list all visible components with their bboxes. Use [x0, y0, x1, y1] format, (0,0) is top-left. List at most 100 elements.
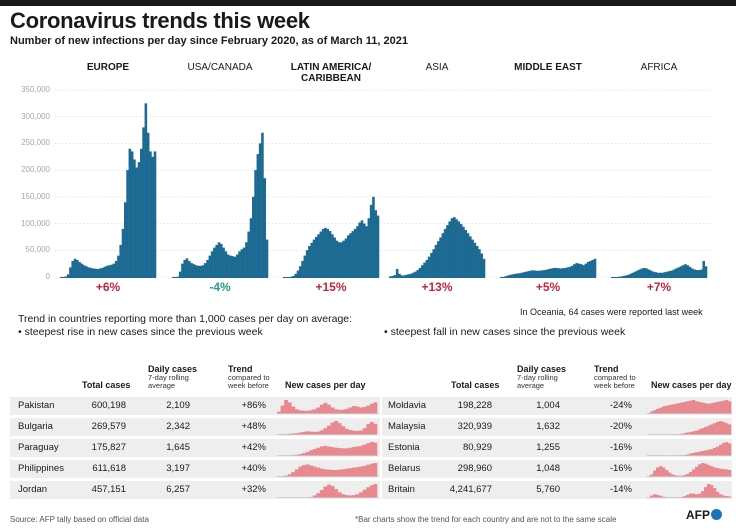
bar — [224, 251, 228, 277]
bar — [582, 265, 585, 277]
spark-bar — [323, 428, 328, 435]
bar — [376, 215, 380, 277]
bar — [124, 202, 127, 277]
bar — [427, 256, 431, 277]
spark-bar — [319, 468, 324, 477]
bar — [480, 253, 484, 277]
spark-bar — [316, 407, 321, 414]
bar — [525, 271, 528, 277]
bar — [636, 270, 639, 277]
spark-bar — [701, 402, 705, 414]
bar — [335, 240, 339, 277]
trend-value: +86% — [241, 400, 266, 411]
spark-bar — [686, 432, 690, 435]
spark-bar — [707, 403, 711, 414]
bar — [185, 258, 189, 277]
bar — [395, 268, 399, 277]
total-cases: 611,618 — [92, 463, 126, 474]
bar — [303, 255, 307, 277]
total-cases: 198,228 — [457, 400, 492, 411]
total-cases: 457,151 — [91, 484, 126, 495]
bar — [326, 228, 330, 277]
spark-bar — [294, 433, 299, 435]
total-cases: 269,579 — [91, 421, 126, 432]
spark-bar — [359, 407, 364, 414]
sparkline — [647, 463, 732, 477]
spark-bar — [665, 405, 669, 414]
daily-cases: 1,004 — [536, 400, 560, 411]
spark-bar — [668, 405, 672, 414]
spark-bar — [692, 493, 696, 498]
bar — [656, 272, 660, 277]
bar — [96, 268, 100, 277]
bar — [686, 265, 690, 277]
bar — [310, 242, 314, 277]
bar — [695, 270, 699, 277]
spark-bar — [373, 402, 378, 414]
bar — [153, 151, 157, 277]
bar — [315, 236, 318, 277]
bar — [573, 264, 576, 277]
spark-bar — [722, 421, 726, 435]
bar — [226, 254, 230, 277]
bar — [665, 271, 669, 277]
sparkline — [647, 400, 732, 414]
spark-bar — [348, 430, 353, 435]
rise-header-daily: Daily cases — [148, 364, 198, 374]
panel-title: AFRICA — [640, 62, 678, 73]
sparkline — [647, 421, 732, 435]
bar — [238, 251, 241, 277]
bar — [566, 267, 569, 277]
bar — [92, 268, 95, 277]
bar — [258, 143, 262, 277]
spark-bar — [373, 463, 378, 477]
spark-bar — [707, 484, 711, 498]
bar — [681, 265, 685, 277]
change-label: +15% — [315, 280, 347, 294]
spark-bar — [716, 421, 720, 435]
page-subtitle: Number of new infections per day since F… — [10, 35, 408, 47]
spark-bar — [334, 489, 339, 498]
y-tick-label: 50,000 — [25, 245, 50, 255]
spark-bar — [341, 448, 346, 456]
bar — [114, 260, 118, 277]
fall-header-trend: Trend — [594, 364, 619, 374]
spark-bar — [692, 452, 696, 456]
bar — [94, 268, 97, 277]
spark-bar — [298, 432, 303, 435]
bar — [506, 275, 510, 277]
bar — [684, 264, 687, 277]
spark-bar — [725, 496, 729, 498]
bar — [423, 262, 426, 277]
bar — [256, 154, 260, 277]
trend-value: -16% — [609, 442, 632, 453]
bar — [206, 259, 209, 277]
spark-bar — [323, 402, 328, 414]
country-name: Malaysia — [388, 421, 426, 432]
bar — [108, 265, 111, 277]
intro-line-2: • steepest rise in new cases since the p… — [18, 326, 263, 338]
spark-bar — [707, 425, 711, 435]
bar — [183, 259, 187, 277]
spark-bar — [656, 467, 660, 477]
table-row — [382, 481, 732, 499]
spark-bar — [689, 453, 693, 456]
table-row — [10, 481, 380, 499]
bar — [448, 221, 452, 277]
spark-bar — [341, 409, 346, 414]
spark-bar — [659, 466, 663, 477]
fall-header-daily-sub: 7-day rolling average — [517, 373, 558, 390]
bar — [247, 231, 251, 277]
table-row — [382, 439, 732, 457]
bar — [103, 266, 107, 277]
bar — [407, 274, 410, 277]
daily-cases: 1,645 — [166, 442, 190, 453]
bar — [128, 148, 132, 277]
spark-bar — [355, 446, 360, 456]
bar — [561, 268, 565, 277]
bar — [570, 265, 574, 277]
table-row — [10, 418, 380, 436]
spark-bar — [722, 469, 726, 477]
spark-bar — [674, 403, 678, 414]
sparkline — [647, 484, 732, 498]
